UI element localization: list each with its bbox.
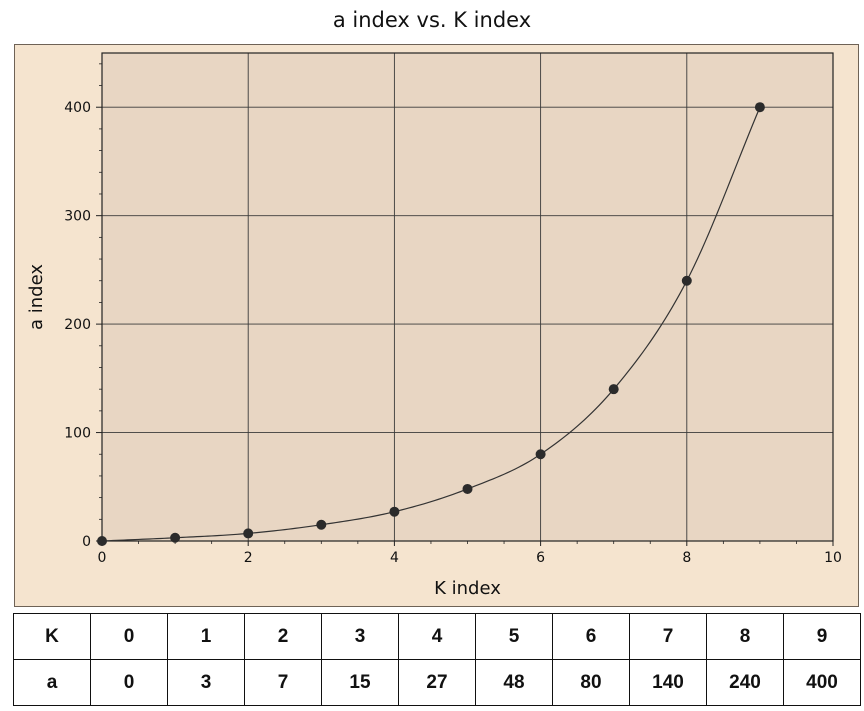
table-cell: 15	[321, 659, 399, 706]
data-point	[535, 449, 546, 460]
data-table: K 0 1 2 3 4 5 6 7 8 9 a 0 3 7 15 27 48 80 140 240 400	[13, 613, 861, 706]
data-point	[754, 102, 765, 113]
row-header: K	[13, 613, 91, 660]
table-cell: 0	[90, 659, 168, 706]
table-cell: 6	[552, 613, 630, 660]
table-cell: 5	[475, 613, 553, 660]
table-cell: 3	[167, 659, 245, 706]
table-cell: 240	[706, 659, 784, 706]
table-cell: 1	[167, 613, 245, 660]
x-tick-label: 10	[824, 550, 842, 566]
data-point	[681, 275, 692, 286]
table-cell: 0	[90, 613, 168, 660]
y-axis-label: a index	[26, 264, 47, 330]
y-tick-label: 200	[64, 317, 91, 333]
y-tick-label: 100	[64, 426, 91, 442]
table-cell: 48	[475, 659, 553, 706]
x-tick-label: 8	[682, 550, 691, 566]
table-cell: 400	[783, 659, 861, 706]
data-point	[97, 536, 107, 546]
table-cell: 8	[706, 613, 784, 660]
table-row: a 0 3 7 15 27 48 80 140 240 400	[13, 659, 861, 706]
data-point	[389, 506, 400, 517]
data-point	[462, 483, 473, 494]
table-cell: 140	[629, 659, 707, 706]
plot-area	[102, 53, 833, 541]
x-tick-label: 6	[536, 550, 545, 566]
data-point	[316, 519, 327, 530]
y-tick-label: 0	[82, 534, 91, 550]
chart-title: a index vs. K index	[332, 8, 532, 32]
row-header: a	[13, 659, 91, 706]
table-cell: 80	[552, 659, 630, 706]
x-tick-label: 4	[390, 550, 399, 566]
table-cell: 2	[244, 613, 322, 660]
table-cell: 4	[398, 613, 476, 660]
table-cell: 7	[629, 613, 707, 660]
y-tick-label: 300	[64, 209, 91, 225]
table-cell: 27	[398, 659, 476, 706]
data-point	[170, 532, 181, 543]
series-curve	[101, 106, 761, 542]
x-tick-label: 2	[244, 550, 253, 566]
table-cell: 7	[244, 659, 322, 706]
data-point	[243, 528, 254, 539]
table-cell: 3	[321, 613, 399, 660]
data-point	[608, 384, 619, 395]
y-tick-label: 400	[64, 100, 91, 116]
table-cell: 9	[783, 613, 861, 660]
x-tick-label: 0	[98, 550, 107, 566]
x-axis-label: K index	[434, 578, 501, 599]
